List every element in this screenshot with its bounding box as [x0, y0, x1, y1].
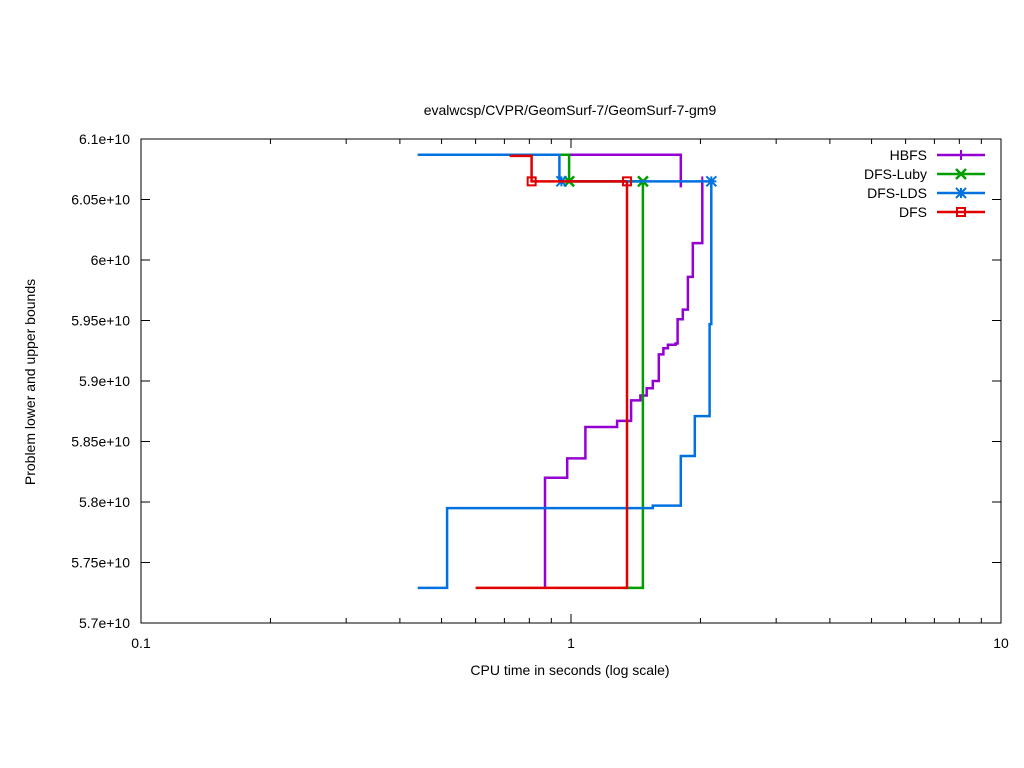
x-axis-label: CPU time in seconds (log scale) [470, 662, 669, 678]
dfs-upper-bound-line [509, 154, 627, 183]
series-dfs-lds [417, 153, 718, 590]
legend-item-dfs-luby: DFS-Luby [864, 166, 985, 182]
x-tick-label: 0.1 [131, 635, 151, 651]
dfs-marker [526, 176, 537, 187]
x-tick-label: 10 [993, 635, 1009, 651]
dfs-lds-marker [705, 175, 718, 188]
legend-marker [956, 207, 966, 217]
y-tick-label: 5.95e+10 [71, 313, 130, 329]
legend-label: HBFS [890, 147, 927, 163]
series-layer [417, 153, 718, 590]
y-tick-label: 5.8e+10 [79, 494, 130, 510]
legend-marker [955, 187, 967, 199]
legend-marker [955, 168, 967, 180]
y-tick-label: 5.9e+10 [79, 373, 130, 389]
x-tick-label: 1 [567, 635, 575, 651]
series-dfs [475, 154, 633, 590]
legend-item-dfs-lds: DFS-LDS [867, 185, 985, 201]
dfs-marker [622, 176, 633, 187]
dfs-luby-lower-bound-line [622, 181, 645, 590]
chart-title: evalwcsp/CVPR/GeomSurf-7/GeomSurf-7-gm9 [424, 102, 717, 118]
y-tick-label: 5.85e+10 [71, 434, 130, 450]
y-tick-label: 6e+10 [91, 252, 131, 268]
y-axis-label: Problem lower and upper bounds [22, 279, 38, 485]
dfs-lds-upper-bound-line [417, 153, 712, 183]
legend-label: DFS-Luby [864, 166, 927, 182]
legend-label: DFS-LDS [867, 185, 927, 201]
hbfs-lower-bound-line [543, 181, 704, 588]
y-tick-label: 5.75e+10 [71, 555, 130, 571]
series-hbfs [538, 153, 708, 588]
y-tick-label: 6.1e+10 [79, 131, 130, 147]
axes: 5.7e+10 5.75e+10 5.8e+10 5.85e+10 5.9e+10 5.9… [71, 131, 1009, 651]
plot-frame [140, 138, 1002, 624]
y-tick-label: 6.05e+10 [71, 192, 130, 208]
legend-label: DFS [899, 204, 927, 220]
legend: HBFS DFS-Luby DFS-LDS DFS [864, 147, 985, 220]
dfs-lower-bound-line [475, 181, 629, 590]
legend-item-dfs: DFS [899, 204, 985, 220]
legend-marker [956, 150, 966, 160]
dfs-lds-lower-bound-line [417, 181, 713, 590]
y-tick-label: 5.7e+10 [79, 615, 130, 631]
hbfs-upper-bound-line [538, 153, 683, 188]
legend-item-hbfs: HBFS [890, 147, 985, 163]
